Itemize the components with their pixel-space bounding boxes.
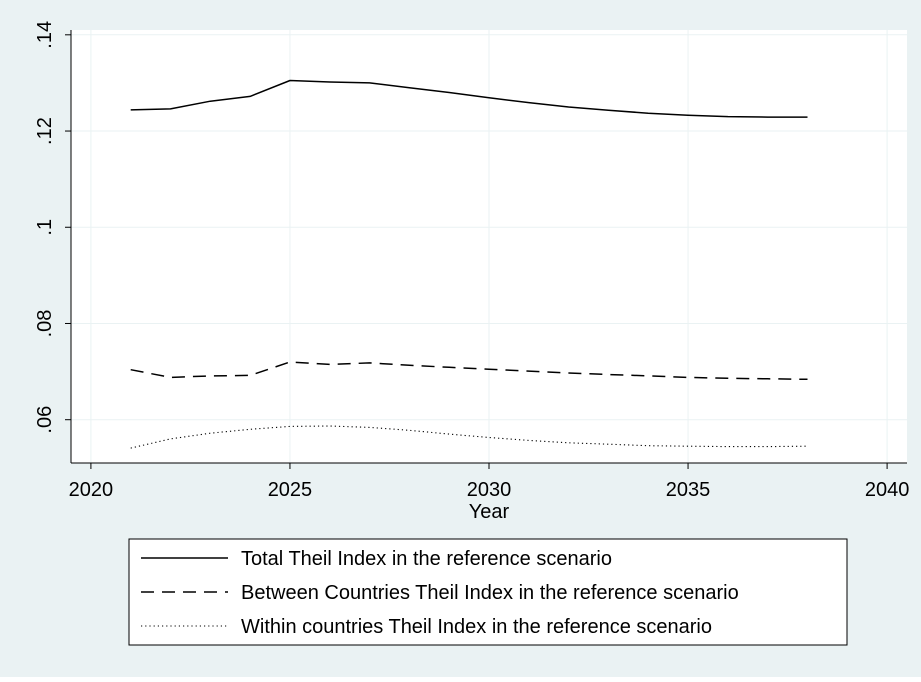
y-tick-label: .08: [34, 310, 56, 338]
x-tick-label: 2030: [467, 479, 512, 501]
y-tick-label: .12: [34, 117, 56, 145]
y-axis-ticks: .06 .08 .1 .12 .14: [34, 21, 71, 434]
series-line: [130, 361, 808, 381]
x-axis-label: Year: [469, 501, 510, 523]
x-tick-label: 2020: [69, 479, 114, 501]
legend-label: Total Theil Index in the reference scena…: [241, 548, 612, 570]
legend-label: Within countries Theil Index in the refe…: [241, 616, 712, 638]
series-layer: [130, 79, 808, 449]
x-gridlines: [90, 30, 888, 463]
x-axis-ticks: 2020 2025 2030 2035 2040: [69, 463, 910, 501]
series-line: [130, 79, 808, 118]
legend-box: [128, 538, 848, 646]
y-tick-label: .1: [34, 219, 56, 236]
series-line: [130, 425, 808, 449]
x-tick-label: 2035: [666, 479, 711, 501]
y-tick-label: .06: [34, 406, 56, 434]
legend-items: Total Theil Index in the reference scena…: [141, 548, 739, 638]
legend-label: Between Countries Theil Index in the ref…: [241, 582, 739, 604]
x-tick-label: 2040: [865, 479, 910, 501]
legend: Total Theil Index in the reference scena…: [128, 538, 848, 646]
x-tick-label: 2025: [268, 479, 313, 501]
y-tick-label: .14: [34, 21, 56, 49]
